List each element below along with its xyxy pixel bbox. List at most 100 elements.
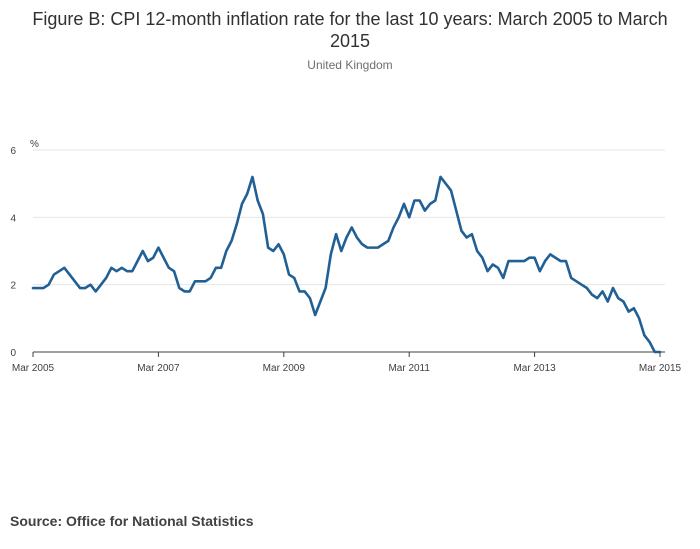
data-point[interactable] [616, 296, 621, 301]
data-point[interactable] [192, 279, 197, 284]
data-point[interactable] [104, 275, 109, 280]
data-point[interactable] [590, 292, 595, 297]
data-point[interactable] [297, 289, 302, 294]
data-point[interactable] [224, 249, 229, 254]
data-point[interactable] [626, 309, 631, 314]
data-point[interactable] [569, 275, 574, 280]
data-point[interactable] [449, 188, 454, 193]
data-point[interactable] [428, 201, 433, 206]
data-point[interactable] [67, 272, 72, 277]
data-point[interactable] [62, 265, 67, 270]
data-point[interactable] [496, 265, 501, 270]
data-point[interactable] [41, 286, 46, 291]
data-point[interactable] [83, 286, 88, 291]
data-point[interactable] [658, 350, 663, 355]
data-point[interactable] [574, 279, 579, 284]
data-point[interactable] [130, 269, 135, 274]
data-point[interactable] [584, 286, 589, 291]
data-point[interactable] [469, 232, 474, 237]
data-point[interactable] [281, 252, 286, 257]
data-point[interactable] [119, 265, 124, 270]
data-point[interactable] [93, 289, 98, 294]
data-point[interactable] [182, 289, 187, 294]
data-point[interactable] [443, 181, 448, 186]
data-point[interactable] [271, 249, 276, 254]
data-point[interactable] [156, 245, 161, 250]
data-point[interactable] [438, 174, 443, 179]
data-point[interactable] [386, 238, 391, 243]
data-point[interactable] [250, 174, 255, 179]
data-point[interactable] [381, 242, 386, 247]
data-point[interactable] [433, 198, 438, 203]
data-point[interactable] [637, 316, 642, 321]
data-point[interactable] [401, 201, 406, 206]
data-point[interactable] [260, 211, 265, 216]
data-point[interactable] [365, 245, 370, 250]
data-point[interactable] [172, 269, 177, 274]
data-point[interactable] [57, 269, 62, 274]
data-point[interactable] [339, 249, 344, 254]
data-point[interactable] [475, 249, 480, 254]
data-point[interactable] [480, 255, 485, 260]
data-point[interactable] [464, 235, 469, 240]
data-point[interactable] [78, 286, 83, 291]
data-point[interactable] [595, 296, 600, 301]
data-point[interactable] [276, 242, 281, 247]
data-point[interactable] [548, 252, 553, 257]
data-point[interactable] [600, 289, 605, 294]
data-point[interactable] [198, 279, 203, 284]
data-point[interactable] [323, 286, 328, 291]
data-point[interactable] [313, 312, 318, 317]
data-point[interactable] [72, 279, 77, 284]
data-point[interactable] [407, 215, 412, 220]
data-point[interactable] [344, 235, 349, 240]
data-point[interactable] [558, 259, 563, 264]
data-point[interactable] [349, 225, 354, 230]
data-point[interactable] [328, 252, 333, 257]
data-point[interactable] [219, 265, 224, 270]
data-point[interactable] [553, 255, 558, 260]
data-point[interactable] [208, 275, 213, 280]
data-point[interactable] [354, 235, 359, 240]
data-point[interactable] [375, 245, 380, 250]
data-point[interactable] [543, 259, 548, 264]
data-point[interactable] [46, 282, 51, 287]
data-point[interactable] [360, 242, 365, 247]
data-point[interactable] [537, 269, 542, 274]
data-point[interactable] [145, 259, 150, 264]
data-point[interactable] [318, 299, 323, 304]
data-point[interactable] [652, 350, 657, 355]
data-point[interactable] [631, 306, 636, 311]
data-point[interactable] [114, 269, 119, 274]
data-point[interactable] [527, 255, 532, 260]
data-point[interactable] [522, 259, 527, 264]
data-point[interactable] [109, 265, 114, 270]
data-point[interactable] [490, 262, 495, 267]
data-point[interactable] [610, 286, 615, 291]
data-point[interactable] [161, 255, 166, 260]
data-point[interactable] [234, 222, 239, 227]
data-point[interactable] [417, 198, 422, 203]
data-point[interactable] [292, 275, 297, 280]
data-point[interactable] [579, 282, 584, 287]
data-point[interactable] [605, 299, 610, 304]
data-point[interactable] [98, 282, 103, 287]
data-point[interactable] [245, 191, 250, 196]
data-point[interactable] [454, 208, 459, 213]
data-point[interactable] [621, 299, 626, 304]
data-point[interactable] [177, 286, 182, 291]
data-point[interactable] [266, 245, 271, 250]
data-point[interactable] [213, 265, 218, 270]
data-point[interactable] [391, 225, 396, 230]
data-point[interactable] [511, 259, 516, 264]
data-point[interactable] [563, 259, 568, 264]
data-point[interactable] [36, 286, 41, 291]
data-point[interactable] [396, 215, 401, 220]
data-point[interactable] [229, 238, 234, 243]
data-point[interactable] [501, 275, 506, 280]
data-point[interactable] [459, 228, 464, 233]
data-point[interactable] [125, 269, 130, 274]
data-point[interactable] [166, 265, 171, 270]
data-point[interactable] [140, 249, 145, 254]
data-point[interactable] [203, 279, 208, 284]
